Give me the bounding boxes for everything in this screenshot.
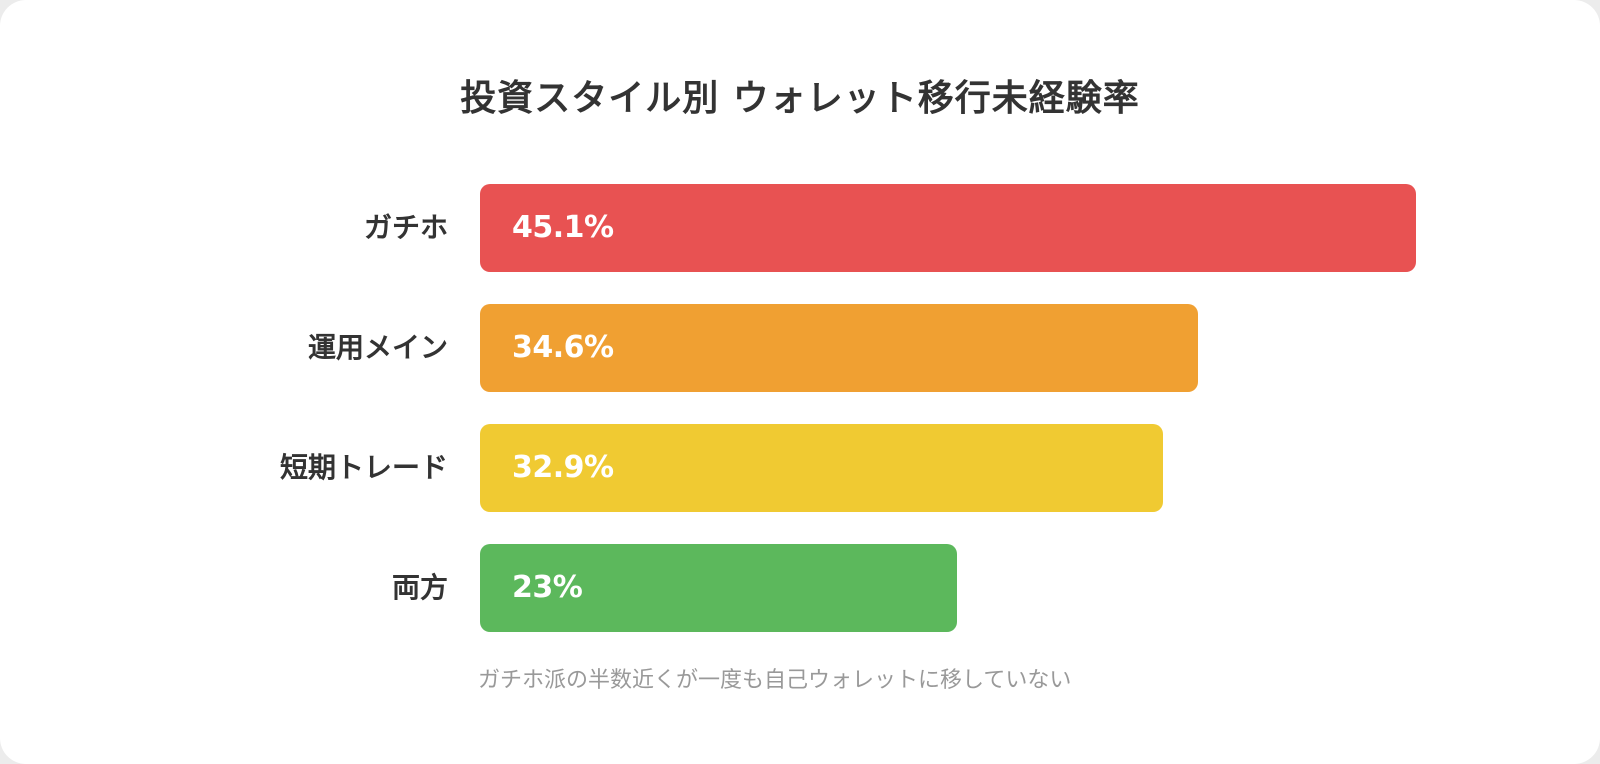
bar-row: 短期トレード 32.9% (0, 424, 1600, 512)
category-label: 両方 (391, 571, 448, 604)
bar-value-label: 34.6% (512, 330, 614, 365)
bar-row: 運用メイン 34.6% (0, 304, 1600, 392)
bar-value-label: 45.1% (512, 210, 614, 245)
bar-value-label: 23% (512, 570, 583, 605)
chart-title: 投資スタイル別 ウォレット移行未経験率 (460, 78, 1140, 119)
bar-row: 両方 23% (0, 544, 1600, 632)
bar: 45.1% (480, 184, 1416, 272)
category-label: 短期トレード (279, 451, 448, 484)
bar-row: ガチホ 45.1% (0, 184, 1600, 272)
bar-value-label: 32.9% (512, 450, 614, 485)
bar: 23% (480, 544, 957, 632)
bar: 34.6% (480, 304, 1198, 392)
category-label: 運用メイン (307, 331, 448, 364)
chart-annotation: ガチホ派の半数近くが一度も自己ウォレットに移していない (478, 668, 1072, 693)
bar: 32.9% (480, 424, 1163, 512)
category-label: ガチホ (363, 211, 448, 244)
